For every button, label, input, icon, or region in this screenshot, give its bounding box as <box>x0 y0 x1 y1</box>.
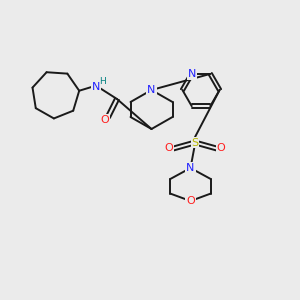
Text: S: S <box>191 137 199 148</box>
Text: N: N <box>188 69 196 79</box>
Text: N: N <box>147 85 156 95</box>
Text: N: N <box>92 82 100 92</box>
Text: O: O <box>217 143 226 153</box>
Text: O: O <box>186 196 195 206</box>
Text: O: O <box>164 143 173 153</box>
Text: H: H <box>99 77 106 86</box>
Text: O: O <box>100 115 109 125</box>
Text: N: N <box>186 163 195 173</box>
